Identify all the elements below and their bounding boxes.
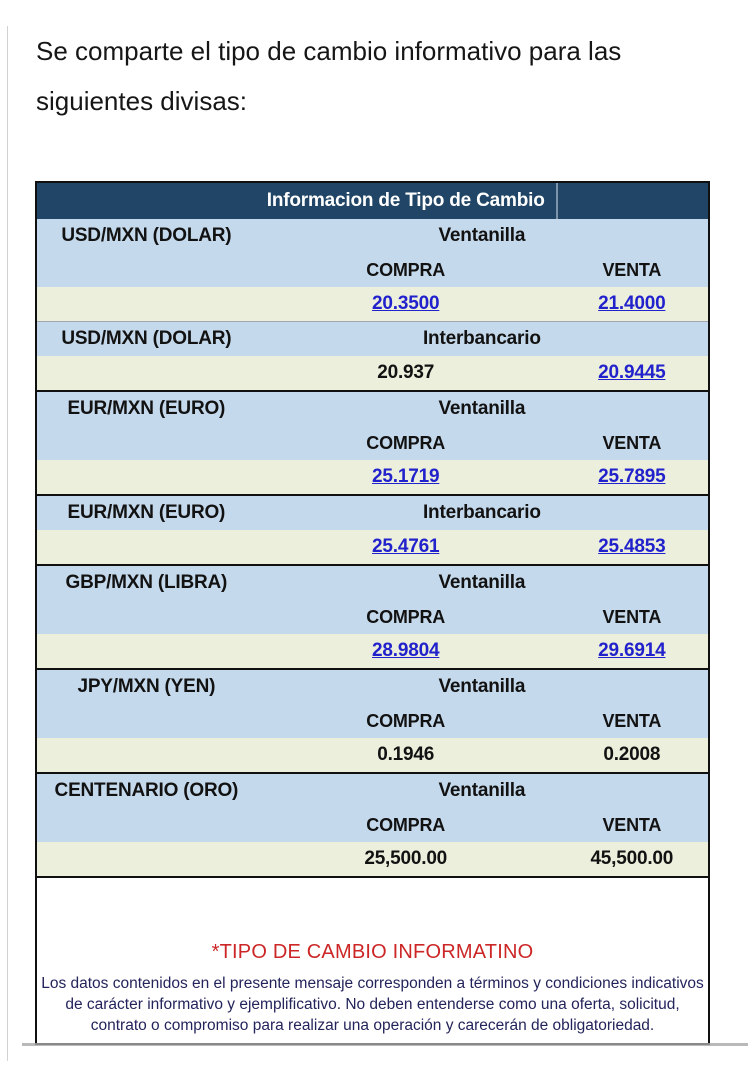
compra-header: COMPRA: [366, 710, 446, 731]
table-row: COMPRA VENTA: [37, 600, 708, 634]
section-eur-interbancario: EUR/MXN (EURO) Interbancario 25.4761 25.…: [37, 494, 708, 564]
compra-header: COMPRA: [366, 814, 446, 835]
table-row: JPY/MXN (YEN) Ventanilla: [37, 670, 708, 704]
market-label: Interbancario: [422, 328, 541, 349]
compra-header: COMPRA: [366, 259, 446, 280]
market-label: Ventanilla: [438, 676, 526, 697]
currency-label: JPY/MXN (YEN): [77, 676, 216, 697]
table-row: 25,500.00 45,500.00: [37, 842, 708, 876]
compra-value-link[interactable]: 20.3500: [372, 293, 440, 314]
table-title: Informacion de Tipo de Cambio: [266, 190, 545, 211]
market-label: Interbancario: [422, 502, 541, 523]
table-row: COMPRA VENTA: [37, 704, 708, 738]
table-row: USD/MXN (DOLAR) Interbancario: [37, 322, 708, 356]
venta-header: VENTA: [602, 710, 662, 731]
venta-value: 0.2008: [603, 744, 661, 765]
section-eur-ventanilla: EUR/MXN (EURO) Ventanilla COMPRA VENTA 2…: [37, 390, 708, 494]
currency-label: EUR/MXN (EURO): [67, 398, 226, 419]
table-footer: *TIPO DE CAMBIO INFORMATINO Los datos co…: [37, 876, 708, 1043]
section-centenario-ventanilla: CENTENARIO (ORO) Ventanilla COMPRA VENTA…: [37, 772, 708, 876]
intro-line-1: Se comparte el tipo de cambio informativ…: [36, 36, 622, 66]
venta-header: VENTA: [602, 259, 662, 280]
compra-value-link[interactable]: 28.9804: [372, 640, 440, 661]
table-header-row: Informacion de Tipo de Cambio: [37, 183, 708, 219]
currency-label: USD/MXN (DOLAR): [61, 328, 232, 349]
market-label: Ventanilla: [438, 398, 526, 419]
table-row: EUR/MXN (EURO) Ventanilla: [37, 392, 708, 426]
table-row: GBP/MXN (LIBRA) Ventanilla: [37, 566, 708, 600]
venta-value-link[interactable]: 20.9445: [598, 362, 666, 383]
table-row: EUR/MXN (EURO) Interbancario: [37, 496, 708, 530]
informative-rate-notice: *TIPO DE CAMBIO INFORMATINO: [211, 941, 534, 963]
currency-label: CENTENARIO (ORO): [54, 780, 239, 801]
section-usd-ventanilla: USD/MXN (DOLAR) Ventanilla COMPRA VENTA …: [37, 219, 708, 321]
table-row: 25.1719 25.7895: [37, 460, 708, 494]
table-row: COMPRA VENTA: [37, 253, 708, 287]
compra-header: COMPRA: [366, 432, 446, 453]
table-row: 20.3500 21.4000: [37, 287, 708, 321]
page-left-rule: [7, 26, 8, 1061]
table-row: 28.9804 29.6914: [37, 634, 708, 668]
venta-value-link[interactable]: 25.7895: [598, 466, 666, 487]
exchange-rate-table: Informacion de Tipo de Cambio USD/MXN (D…: [35, 181, 710, 1045]
table-header-end-cell: [555, 183, 708, 219]
table-row: CENTENARIO (ORO) Ventanilla: [37, 774, 708, 808]
market-label: Ventanilla: [438, 225, 526, 246]
venta-value-link[interactable]: 21.4000: [598, 293, 666, 314]
intro-line-2: siguientes divisas:: [36, 86, 247, 116]
venta-header: VENTA: [602, 814, 662, 835]
compra-value: 25,500.00: [364, 848, 448, 869]
currency-label: GBP/MXN (LIBRA): [65, 572, 228, 593]
venta-header: VENTA: [602, 606, 662, 627]
compra-value: 20.937: [377, 362, 435, 383]
table-row: USD/MXN (DOLAR) Ventanilla: [37, 219, 708, 253]
table-row: COMPRA VENTA: [37, 426, 708, 460]
disclaimer-text: Los datos contenidos en el presente mens…: [41, 975, 704, 1034]
table-row: 20.937 20.9445: [37, 356, 708, 390]
market-label: Ventanilla: [438, 572, 526, 593]
compra-value-link[interactable]: 25.1719: [372, 466, 440, 487]
compra-value: 0.1946: [377, 744, 435, 765]
section-gbp-ventanilla: GBP/MXN (LIBRA) Ventanilla COMPRA VENTA …: [37, 564, 708, 668]
intro-text: Se comparte el tipo de cambio informativ…: [36, 26, 720, 126]
table-row: 0.1946 0.2008: [37, 738, 708, 772]
currency-label: USD/MXN (DOLAR): [61, 225, 232, 246]
section-jpy-ventanilla: JPY/MXN (YEN) Ventanilla COMPRA VENTA 0.…: [37, 668, 708, 772]
venta-header: VENTA: [602, 432, 662, 453]
compra-value-link[interactable]: 25.4761: [372, 536, 440, 557]
table-row: COMPRA VENTA: [37, 808, 708, 842]
section-usd-interbancario: USD/MXN (DOLAR) Interbancario 20.937 20.…: [37, 321, 708, 390]
venta-value-link[interactable]: 25.4853: [598, 536, 666, 557]
venta-value-link[interactable]: 29.6914: [598, 640, 666, 661]
table-row: 25.4761 25.4853: [37, 530, 708, 564]
currency-label: EUR/MXN (EURO): [67, 502, 226, 523]
venta-value: 45,500.00: [590, 848, 674, 869]
compra-header: COMPRA: [366, 606, 446, 627]
market-label: Ventanilla: [438, 780, 526, 801]
table-bottom-shadow: [22, 1043, 748, 1046]
